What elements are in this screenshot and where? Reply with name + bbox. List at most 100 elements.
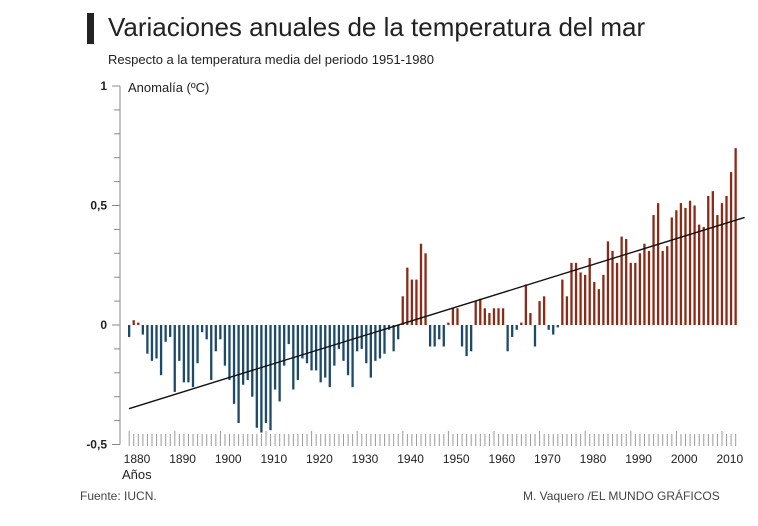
bar xyxy=(128,325,131,337)
bar xyxy=(574,262,578,325)
bar xyxy=(474,301,477,325)
bar xyxy=(501,308,505,325)
bar xyxy=(173,325,176,392)
bar xyxy=(593,281,596,325)
bar xyxy=(647,250,651,325)
bar xyxy=(365,325,368,364)
bar xyxy=(675,210,678,325)
bar xyxy=(652,215,655,325)
bar xyxy=(634,262,637,325)
bar xyxy=(269,325,272,431)
trend-line xyxy=(128,216,745,410)
x-tick-label: 1950 xyxy=(443,452,470,466)
bar xyxy=(492,308,496,325)
bar xyxy=(684,207,687,325)
bar xyxy=(479,298,482,325)
bar xyxy=(296,325,300,380)
bar xyxy=(223,325,227,366)
bar xyxy=(698,224,701,325)
bar xyxy=(456,308,459,325)
bar xyxy=(538,301,541,325)
bar xyxy=(200,325,204,333)
bar xyxy=(460,325,464,347)
bar xyxy=(497,308,500,325)
bar xyxy=(205,325,208,340)
x-axis-label: Años xyxy=(122,467,152,482)
bar xyxy=(483,308,486,325)
bar xyxy=(146,325,149,354)
x-tick-label: 1910 xyxy=(260,452,287,466)
bar xyxy=(542,296,546,325)
bar xyxy=(433,325,436,347)
bar xyxy=(273,325,277,390)
bar xyxy=(401,296,404,325)
bar xyxy=(196,325,199,364)
x-tick-label: 1970 xyxy=(534,452,561,466)
bar xyxy=(310,325,313,371)
bar xyxy=(155,325,158,359)
bar xyxy=(679,203,683,325)
bar xyxy=(716,215,719,325)
bar xyxy=(515,325,518,330)
bar xyxy=(219,325,222,340)
bar xyxy=(606,241,610,325)
bar xyxy=(337,325,341,349)
bar xyxy=(447,322,450,325)
bar xyxy=(629,262,632,325)
bar xyxy=(246,325,249,380)
bar xyxy=(301,325,304,359)
credit-note: M. Vaquero /EL MUNDO GRÁFICOS xyxy=(523,489,720,503)
bar xyxy=(159,325,163,376)
bar xyxy=(137,322,140,325)
x-tick-label: 1890 xyxy=(169,452,196,466)
bar xyxy=(552,325,555,335)
x-tick-label: 1930 xyxy=(352,452,379,466)
bar xyxy=(351,325,354,388)
x-tick-label: 2000 xyxy=(671,452,698,466)
bar xyxy=(442,325,445,347)
bar xyxy=(702,227,705,325)
y-tick-label: 1 xyxy=(100,79,107,93)
bar xyxy=(625,238,628,325)
bar xyxy=(602,274,605,325)
bar xyxy=(615,262,619,325)
bar xyxy=(533,325,537,347)
bar xyxy=(488,313,491,325)
bar xyxy=(729,172,733,325)
bar xyxy=(465,325,468,357)
bar xyxy=(584,274,587,325)
x-tick-label: 1940 xyxy=(397,452,424,466)
bar xyxy=(597,289,600,325)
bar xyxy=(670,217,673,325)
bar xyxy=(191,325,195,388)
bar xyxy=(187,325,190,383)
bar xyxy=(319,325,322,383)
bar xyxy=(378,325,382,359)
bar xyxy=(305,325,309,364)
x-tick-label: 1880 xyxy=(124,452,151,466)
bar xyxy=(620,236,623,325)
bar xyxy=(397,325,400,340)
bar xyxy=(369,325,372,378)
bar xyxy=(132,320,135,325)
bar xyxy=(643,243,646,325)
x-tick-label: 2010 xyxy=(716,452,743,466)
bar xyxy=(570,262,573,325)
bar xyxy=(324,325,327,378)
source-note: Fuente: IUCN. xyxy=(80,489,157,503)
bar xyxy=(392,325,395,352)
bar xyxy=(260,325,263,433)
bar xyxy=(529,313,532,325)
bar xyxy=(520,322,523,325)
bar xyxy=(424,253,427,325)
bar xyxy=(383,325,386,354)
bar xyxy=(406,267,409,325)
x-tick-label: 1960 xyxy=(488,452,515,466)
bar xyxy=(328,325,331,388)
chart-title: Variaciones anuales de la temperatura de… xyxy=(108,12,646,42)
bar xyxy=(164,325,167,342)
bar xyxy=(264,325,268,423)
bar xyxy=(346,325,350,376)
x-tick-label: 1920 xyxy=(306,452,333,466)
